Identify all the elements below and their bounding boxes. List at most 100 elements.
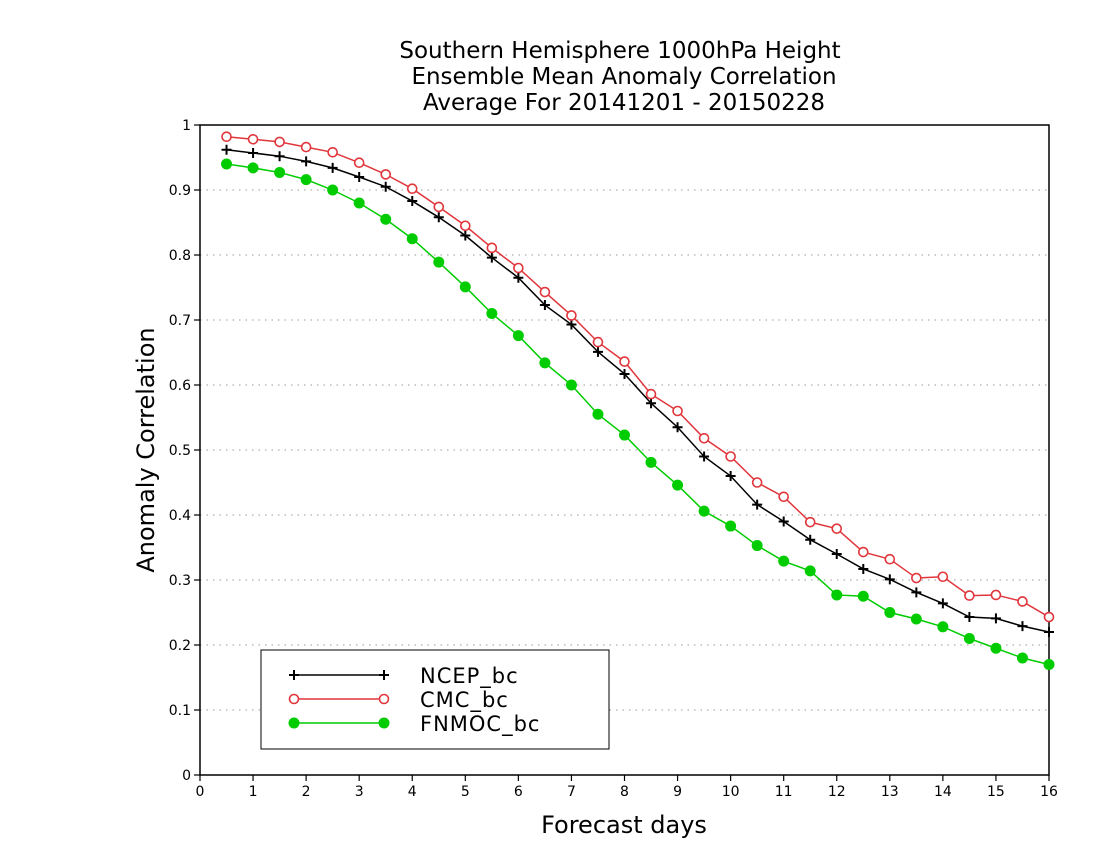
data-point-ncep-bc — [592, 346, 603, 357]
data-point-cmc-bc — [406, 183, 418, 194]
data-point-fnmoc-bc — [645, 456, 657, 468]
data-point-cmc-bc — [300, 141, 312, 153]
data-point-fnmoc-bc — [831, 589, 843, 601]
data-point-fnmoc-bc — [539, 357, 551, 369]
chart-title: Southern Hemisphere 1000hPa Height Ensem… — [399, 38, 840, 116]
data-point-fnmoc-bc — [433, 256, 445, 268]
data-point-fnmoc-bc — [672, 479, 684, 491]
x-tick-label: 14 — [934, 784, 952, 800]
legend-marker — [379, 670, 389, 680]
data-point-ncep-bc — [778, 516, 789, 527]
legend-item-cmc-bc: CMC_bc — [288, 688, 508, 713]
data-point-ncep-bc — [486, 252, 497, 263]
data-point-fnmoc-bc — [247, 162, 259, 174]
data-point-ncep-bc — [354, 172, 365, 182]
data-point-fnmoc-bc — [300, 174, 312, 186]
data-point-ncep-bc — [990, 613, 1001, 624]
data-point-fnmoc-bc — [565, 379, 577, 391]
legend-marker — [378, 717, 390, 729]
data-point-ncep-bc — [672, 422, 683, 433]
data-point-fnmoc-bc — [884, 607, 896, 618]
x-tick-label: 5 — [461, 784, 470, 800]
data-point-fnmoc-bc — [804, 565, 816, 577]
data-point-cmc-bc — [672, 405, 683, 417]
data-point-fnmoc-bc — [910, 613, 922, 625]
data-point-fnmoc-bc — [1016, 652, 1028, 664]
x-tick-label: 6 — [514, 784, 523, 800]
data-point-fnmoc-bc — [857, 590, 869, 602]
y-tick-label: 0.1 — [169, 703, 191, 719]
data-point-cmc-bc — [327, 147, 338, 158]
data-point-fnmoc-bc — [937, 621, 949, 633]
data-point-cmc-bc — [645, 388, 657, 400]
data-point-fnmoc-bc — [459, 281, 471, 293]
data-point-cmc-bc — [353, 157, 365, 168]
x-tick-label: 16 — [1040, 784, 1058, 800]
y-tick-label: 0.3 — [169, 573, 191, 589]
axis-ticks: 00.10.20.30.40.50.60.70.80.910 1 2 3 4 5 6 7 8 9 1… — [169, 118, 1058, 800]
data-point-fnmoc-bc — [406, 233, 418, 245]
x-tick-label: 11 — [775, 784, 793, 800]
data-point-cmc-bc — [619, 356, 630, 367]
data-point-fnmoc-bc — [698, 505, 710, 517]
data-point-cmc-bc — [857, 546, 869, 558]
x-tick-label: 3 — [355, 784, 364, 800]
data-point-fnmoc-bc — [221, 158, 233, 170]
y-axis-title: Anomaly Correlation — [132, 327, 160, 572]
data-point-cmc-bc — [751, 477, 763, 488]
data-point-cmc-bc — [911, 572, 922, 584]
data-point-ncep-bc — [831, 549, 842, 559]
x-axis-title: Forecast days — [541, 811, 707, 839]
series-line-cmc-bc — [226, 135, 1050, 618]
data-point-ncep-bc — [460, 230, 471, 241]
data-point-fnmoc-bc — [990, 642, 1002, 654]
data-point-cmc-bc — [698, 432, 710, 444]
legend-label: NCEP_bc — [420, 664, 519, 689]
series-cmc-bc — [221, 131, 1055, 623]
data-point-fnmoc-bc — [380, 213, 392, 225]
data-point-ncep-bc — [327, 162, 338, 173]
series-ncep-bc — [221, 144, 1054, 637]
data-point-cmc-bc — [937, 571, 949, 583]
data-point-fnmoc-bc — [353, 197, 365, 209]
x-tick-label: 9 — [673, 784, 682, 800]
y-tick-label: 0.9 — [169, 183, 191, 199]
data-point-ncep-bc — [221, 144, 232, 155]
series-lines — [221, 131, 1055, 670]
legend-item-fnmoc-bc: FNMOC_bc — [288, 712, 539, 737]
legend-marker — [288, 693, 300, 705]
data-point-cmc-bc — [513, 262, 524, 274]
x-tick-label: 10 — [722, 784, 740, 800]
data-point-fnmoc-bc — [274, 166, 286, 178]
series-line-ncep-bc — [226, 148, 1050, 633]
data-point-fnmoc-bc — [327, 184, 339, 196]
y-tick-label: 0.8 — [169, 248, 191, 264]
data-point-ncep-bc — [805, 534, 816, 545]
data-point-ncep-bc — [858, 563, 869, 574]
legend-marker — [378, 693, 390, 705]
data-point-ncep-bc — [884, 574, 895, 585]
data-point-ncep-bc — [619, 368, 630, 379]
data-point-cmc-bc — [247, 134, 259, 145]
data-point-cmc-bc — [433, 201, 445, 213]
series-fnmoc-bc — [221, 158, 1055, 670]
data-point-ncep-bc — [380, 181, 391, 192]
data-point-ncep-bc — [1044, 627, 1054, 637]
data-point-cmc-bc — [804, 516, 816, 528]
legend-marker — [289, 670, 299, 680]
x-tick-label: 7 — [567, 784, 576, 800]
data-point-cmc-bc — [725, 451, 736, 462]
y-tick-label: 0.4 — [169, 508, 191, 524]
data-point-fnmoc-bc — [592, 408, 604, 420]
data-point-cmc-bc — [486, 242, 498, 254]
y-tick-label: 1 — [182, 118, 191, 134]
x-tick-label: 2 — [302, 784, 311, 800]
series-line-fnmoc-bc — [226, 163, 1050, 666]
data-point-ncep-bc — [911, 587, 922, 598]
y-tick-label: 0.5 — [169, 443, 191, 459]
data-point-ncep-bc — [1017, 621, 1028, 632]
gridlines — [200, 189, 1049, 711]
data-point-fnmoc-bc — [751, 540, 763, 552]
data-point-fnmoc-bc — [486, 308, 498, 319]
